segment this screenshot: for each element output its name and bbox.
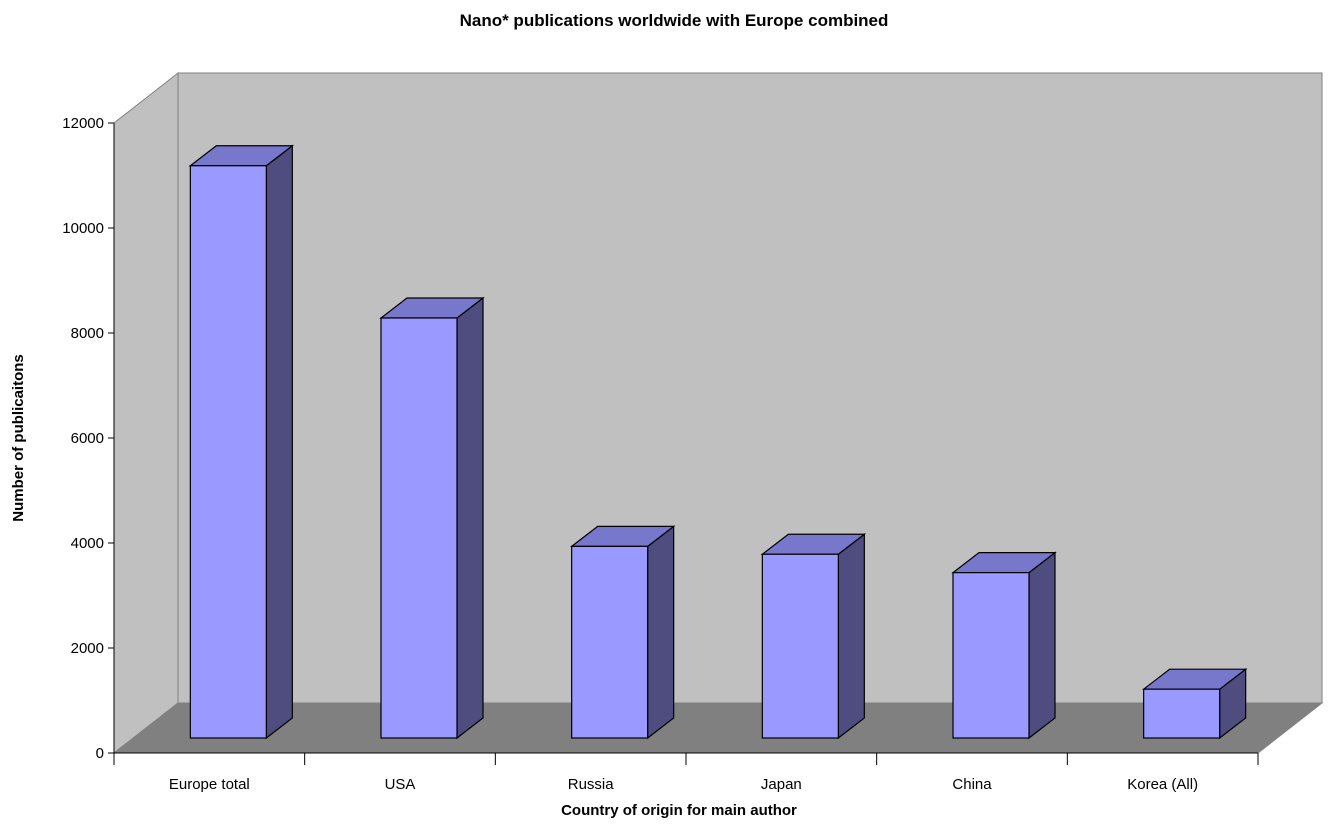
bar-side [265,144,293,740]
x-tick-label: Japan [761,776,802,793]
x-tick-label: Korea (All) [1127,776,1198,793]
y-tick-label: 6000 [71,430,104,447]
y-axis: 0 2000 4000 6000 8000 10000 12000 [62,115,115,762]
bar-japan [760,533,867,740]
y-axis-label: Number of publicaitons [10,354,27,522]
bar-side [647,525,675,740]
x-tick-label: Russia [568,776,615,793]
back-wall [177,72,1323,704]
bar-korea-all [1141,667,1248,740]
side-wall [113,71,179,755]
bar-side [1028,551,1056,740]
y-tick-label: 4000 [71,535,104,552]
y-tick-label: 10000 [62,220,104,237]
x-tick-label: USA [385,776,416,793]
bar-front [189,165,267,739]
bar-series [188,144,1248,740]
bar-front [571,545,649,739]
chart-walls [112,71,1324,755]
x-tick-label: China [952,776,992,793]
chart-title: Nano* publications worldwide with Europe… [460,11,889,30]
bar-russia [569,525,676,740]
x-axis-label: Country of origin for main author [561,802,797,819]
bar-front [761,553,839,739]
y-tick-label: 8000 [71,325,104,342]
y-tick-label: 12000 [62,115,104,132]
bar-front [952,572,1030,739]
bar-usa [379,296,485,740]
x-tick-label: Europe total [169,776,250,793]
bar-front [1143,688,1221,739]
bar-europe-total [188,144,295,740]
bar-front [380,317,458,739]
bar-china [951,551,1057,740]
y-tick-label: 0 [96,745,104,762]
floor [112,702,1324,754]
bar-side [456,296,484,740]
y-tick-label: 2000 [71,640,104,657]
bar-side [837,533,865,740]
x-axis: Europe total USA Russia Japan China Korea (Al… [113,752,1259,793]
